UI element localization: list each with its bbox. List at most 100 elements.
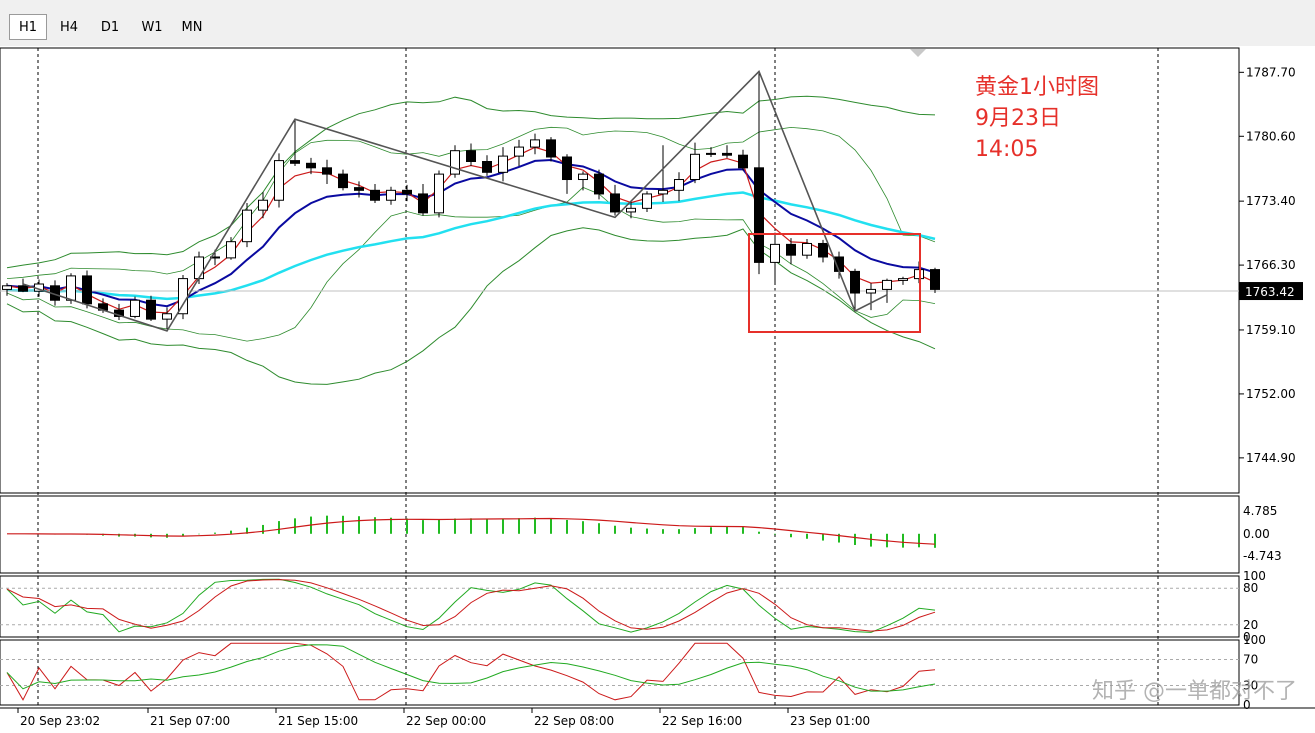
- candle-body: [658, 189, 668, 195]
- candle-body: [706, 152, 716, 155]
- stochastic-tick-label: 20: [1243, 618, 1258, 632]
- candle-body: [610, 193, 620, 213]
- time-axis-label: 21 Sep 15:00: [278, 714, 358, 728]
- rsi-signal-line: [6, 644, 936, 692]
- candle-body: [498, 155, 508, 173]
- candle-body: [322, 167, 332, 175]
- candle-body: [738, 154, 748, 169]
- candle-body: [562, 156, 572, 181]
- candle-body: [258, 199, 268, 211]
- bollinger-lower-band: [6, 227, 936, 385]
- candle-body: [82, 275, 92, 305]
- timeframe-h4-button[interactable]: H4: [59, 19, 79, 35]
- candle-body: [274, 160, 284, 201]
- candle-body: [770, 243, 780, 263]
- macd-signal-line: [7, 517, 936, 545]
- candle-body: [418, 193, 428, 214]
- highlight-box: [748, 233, 921, 333]
- candle-body: [370, 189, 380, 201]
- candle-body: [290, 160, 300, 164]
- candle-body: [786, 243, 796, 256]
- candle-body: [690, 153, 700, 181]
- candle-body: [626, 207, 636, 213]
- candle-body: [754, 167, 764, 263]
- candle-body: [674, 179, 684, 191]
- scroll-marker: [910, 49, 926, 57]
- pane-frame-main: [0, 47, 1240, 494]
- candle-body: [530, 139, 540, 148]
- candle-body: [642, 193, 652, 209]
- inner-lower-band: [6, 186, 936, 342]
- macd-tick-label: -4.743: [1243, 549, 1282, 563]
- candle-body: [594, 173, 604, 195]
- candle-body: [386, 189, 396, 201]
- rsi-tick-label: 30: [1243, 679, 1258, 693]
- rsi-line: [6, 642, 936, 701]
- annotation-time: 14:05: [975, 137, 1039, 162]
- price-tick-label: 1744.90: [1246, 451, 1296, 465]
- candle-body: [18, 285, 28, 292]
- price-tick-label: 1766.30: [1246, 258, 1296, 272]
- candle-body: [338, 173, 348, 189]
- stochastic-k-line: [6, 578, 936, 633]
- candle-body: [130, 299, 140, 317]
- pane-frame-rsi: [0, 639, 1240, 706]
- candle-body: [802, 242, 812, 256]
- time-axis-label: 22 Sep 08:00: [534, 714, 614, 728]
- candle-body: [226, 241, 236, 259]
- price-tick-label: 1752.00: [1246, 387, 1296, 401]
- stochastic-tick-label: 100: [1243, 569, 1266, 583]
- ma-slow-line: [6, 191, 936, 301]
- bollinger-upper-band: [6, 95, 936, 269]
- price-tick-label: 1780.60: [1246, 129, 1296, 143]
- candle-body: [850, 270, 860, 294]
- timeframe-d1-button[interactable]: D1: [100, 19, 120, 35]
- candle-body: [546, 139, 556, 158]
- zigzag-line: [22, 69, 888, 332]
- candle-body: [450, 150, 460, 175]
- time-axis-label: 22 Sep 00:00: [406, 714, 486, 728]
- watermark: 知乎 @一单都对不了: [1092, 679, 1297, 704]
- candle-body: [242, 209, 252, 243]
- candle-body: [882, 279, 892, 290]
- current-price-tag: [1239, 282, 1303, 301]
- candle-body: [2, 285, 12, 290]
- annotation-date: 9月23日: [975, 106, 1061, 131]
- candle-body: [818, 242, 828, 258]
- time-axis-label: 20 Sep 23:02: [20, 714, 100, 728]
- candle-body: [354, 187, 364, 191]
- stochastic-tick-label: 80: [1243, 581, 1258, 595]
- timeframe-w1-button[interactable]: W1: [141, 19, 163, 35]
- timeframe-h1-button[interactable]: H1: [9, 14, 47, 40]
- macd-tick-label: 4.785: [1243, 504, 1277, 518]
- stochastic-tick-label: 0: [1243, 630, 1251, 644]
- timeframe-mn-button[interactable]: MN: [181, 19, 203, 35]
- chart-background: [0, 46, 1315, 733]
- candle-body: [66, 275, 76, 301]
- macd-tick-label: 0.00: [1243, 527, 1270, 541]
- candle-body: [146, 299, 156, 320]
- rsi-tick-label: 70: [1243, 653, 1258, 667]
- candle-body: [194, 256, 204, 280]
- candle-body: [482, 161, 492, 173]
- pane-frame-macd: [0, 495, 1240, 574]
- rsi-tick-label: 100: [1243, 633, 1266, 647]
- candle-body: [898, 278, 908, 281]
- time-axis-label: 23 Sep 01:00: [790, 714, 870, 728]
- price-tick-label: 1787.70: [1246, 65, 1296, 79]
- price-chart[interactable]: 1787.70 1780.60 1773.40 1766.30 1759.10 1752.…: [0, 46, 1315, 733]
- candle-body: [306, 162, 316, 169]
- ma-mid-line: [6, 158, 936, 308]
- annotation-title: 黄金1小时图: [975, 75, 1099, 100]
- candle-body: [434, 173, 444, 214]
- candle-body: [866, 288, 876, 294]
- candle-body: [162, 313, 172, 320]
- stochastic-d-line: [6, 579, 936, 632]
- time-axis-label: 22 Sep 16:00: [662, 714, 742, 728]
- candle-body: [930, 269, 940, 290]
- candle-body: [402, 189, 412, 195]
- chart-annotation: 黄金1小时图 9月23日 14:05: [975, 72, 1099, 165]
- candle-body: [514, 146, 524, 157]
- current-price-label: 1763.42: [1245, 285, 1295, 299]
- timeframe-toolbar: H1 H4 D1 W1 MN: [0, 8, 1315, 47]
